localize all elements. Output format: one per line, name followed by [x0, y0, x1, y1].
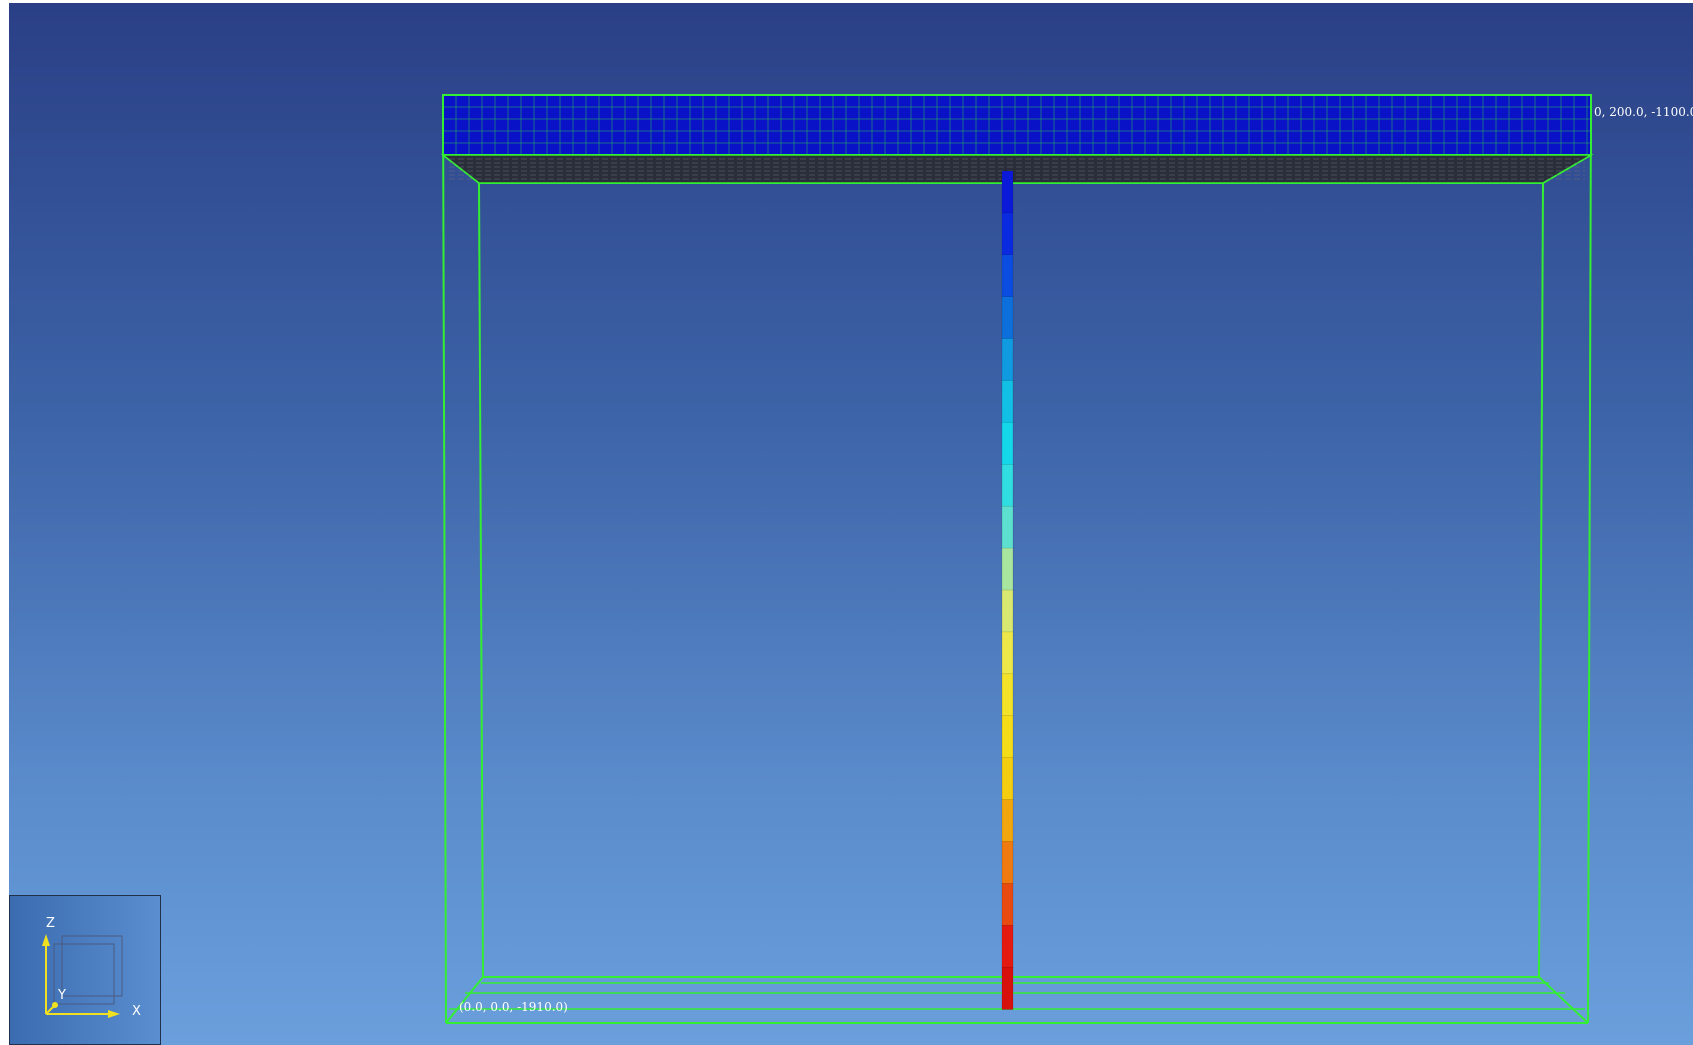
z-axis-arrowhead [42, 934, 50, 946]
triad-square-back [61, 935, 123, 997]
column-segment [1001, 170, 1014, 214]
triad-graphic [42, 934, 123, 1018]
column-segment [1001, 547, 1014, 591]
column-segment [1001, 799, 1014, 843]
max-corner-coordinate: 0, 200.0, -1100.0 [1594, 105, 1693, 119]
axis-triad: Z Y X [9, 895, 161, 1045]
z-axis-label: Z [46, 916, 55, 931]
column-segment [1001, 212, 1014, 256]
column-segment [1001, 673, 1014, 717]
column-segment [1001, 924, 1014, 968]
column-segment [1001, 338, 1014, 382]
x-axis-label: X [132, 1004, 141, 1019]
y-axis-line [45, 1005, 55, 1015]
y-axis-arrowhead [52, 1002, 58, 1008]
slab-underside [440, 154, 1594, 184]
3d-viewport[interactable]: 0, 200.0, -1100.0 (0.0, 0.0, -1910.0) Z … [9, 3, 1693, 1045]
column-segment [1001, 296, 1014, 340]
top-mesh-slab [440, 94, 1594, 184]
wire-edge-left-front [442, 94, 447, 1024]
bounding-box-wireframe [442, 94, 1592, 1024]
column-segment [1001, 715, 1014, 759]
column-segment [1001, 883, 1014, 926]
model-scene[interactable] [9, 3, 1693, 1045]
column-segment [1001, 422, 1014, 466]
column-segment [1001, 380, 1014, 424]
column-segment [1001, 505, 1014, 549]
result-column [1001, 170, 1014, 1010]
column-segment [1001, 757, 1014, 801]
column-segment [1001, 254, 1014, 298]
wire-edge-left-back [478, 182, 484, 978]
wire-edge-br-connector [1538, 976, 1589, 1024]
slab-front-face [442, 94, 1592, 156]
x-axis-arrowhead [108, 1010, 120, 1018]
wire-edge-bl-connector [445, 976, 484, 1024]
column-segment [1001, 589, 1014, 633]
column-segment [1001, 464, 1014, 507]
min-corner-coordinate: (0.0, 0.0, -1910.0) [459, 1000, 568, 1014]
column-segment [1001, 631, 1014, 675]
column-segment [1001, 841, 1014, 885]
wire-edge-right-front [1587, 94, 1592, 1024]
wire-edge-right-back [1538, 182, 1544, 978]
column-segment [1001, 966, 1014, 1010]
triad-square-front [53, 943, 115, 1005]
y-axis-label: Y [58, 988, 66, 1003]
